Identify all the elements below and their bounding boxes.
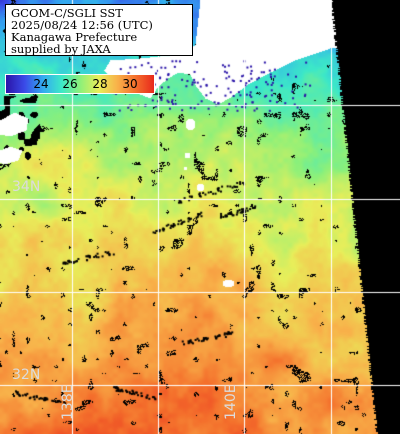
- title-box: GCOM-C/SGLI SST 2025/08/24 12:56 (UTC) K…: [5, 4, 193, 56]
- colorbar-tick-26: 26: [62, 77, 78, 91]
- lat-label-34n: 34N: [12, 179, 41, 195]
- lon-label-138e: 138E: [60, 384, 76, 420]
- colorbar-ramp: [6, 75, 154, 93]
- title-product: GCOM-C/SGLI SST: [11, 6, 123, 20]
- title-datetime: 2025/08/24 12:56 (UTC): [11, 18, 153, 32]
- colorbar-tick-24: 24: [33, 77, 49, 91]
- lat-label-32n: 32N: [12, 367, 41, 383]
- title-credit: supplied by JAXA: [11, 42, 111, 56]
- colorbar-tick-28: 28: [92, 77, 108, 91]
- colorbar-tick-30: 30: [122, 77, 138, 91]
- title-region: Kanagawa Prefecture: [11, 30, 138, 44]
- temperature-colorbar: 24 26 28 30: [5, 74, 155, 94]
- lon-label-140e: 140E: [223, 384, 239, 420]
